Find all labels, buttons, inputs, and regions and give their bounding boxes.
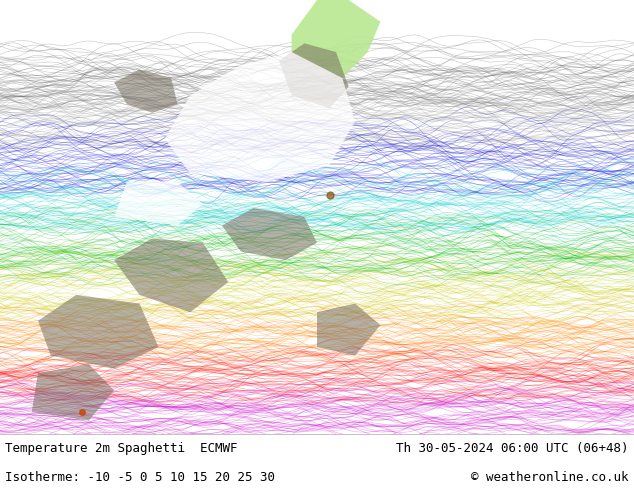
- Text: © weatheronline.co.uk: © weatheronline.co.uk: [472, 471, 629, 484]
- Polygon shape: [222, 208, 317, 260]
- Text: Temperature 2m Spaghetti  ECMWF: Temperature 2m Spaghetti ECMWF: [5, 442, 238, 455]
- Polygon shape: [292, 0, 380, 78]
- Polygon shape: [114, 182, 203, 225]
- Polygon shape: [32, 364, 114, 420]
- Polygon shape: [38, 295, 158, 368]
- Polygon shape: [317, 304, 380, 356]
- Polygon shape: [165, 52, 355, 182]
- Text: Th 30-05-2024 06:00 UTC (06+48): Th 30-05-2024 06:00 UTC (06+48): [396, 442, 629, 455]
- Polygon shape: [279, 44, 349, 108]
- Polygon shape: [114, 70, 178, 113]
- Text: Isotherme: -10 -5 0 5 10 15 20 25 30: Isotherme: -10 -5 0 5 10 15 20 25 30: [5, 471, 275, 484]
- Polygon shape: [114, 239, 228, 312]
